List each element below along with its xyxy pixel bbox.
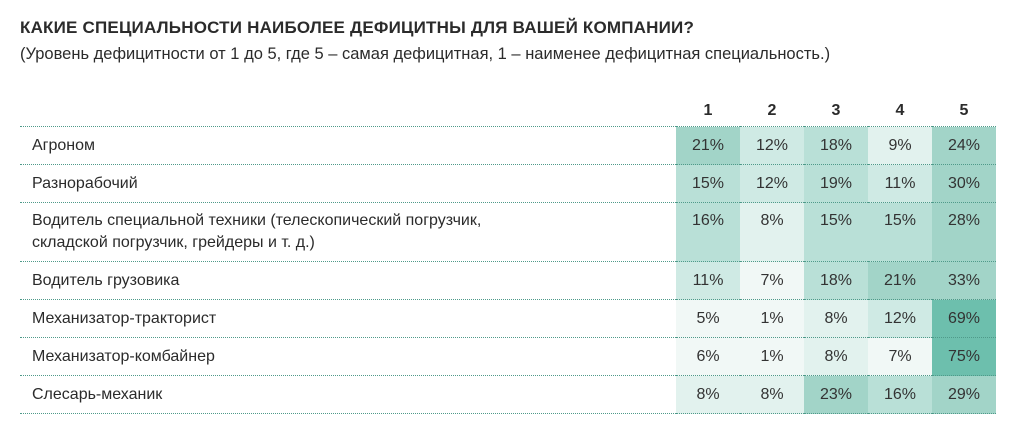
value-cell: 9% bbox=[868, 126, 932, 165]
table-row: Механизатор-комбайнер 6% 1% 8% 7% 75% bbox=[20, 337, 996, 376]
row-label: Механизатор-комбайнер bbox=[20, 337, 676, 376]
value-cell: 19% bbox=[804, 164, 868, 203]
value-cell: 21% bbox=[868, 261, 932, 300]
column-header: 4 bbox=[895, 102, 905, 119]
row-label-line: Агроном bbox=[32, 136, 96, 154]
value-cell: 16% bbox=[868, 375, 932, 414]
value-cell: 16% bbox=[676, 202, 740, 262]
value-cell: 11% bbox=[868, 164, 932, 203]
table-row: Механизатор-тракторист 5% 1% 8% 12% 69% bbox=[20, 299, 996, 338]
value-cell: 8% bbox=[676, 375, 740, 414]
table-row: Слесарь-механик 8% 8% 23% 16% 29% bbox=[20, 375, 996, 414]
value-cell: 15% bbox=[868, 202, 932, 262]
value-cell: 8% bbox=[804, 299, 868, 338]
value-cell: 12% bbox=[740, 164, 804, 203]
value-cell: 28% bbox=[932, 202, 996, 262]
table-row: Агроном 21% 12% 18% 9% 24% bbox=[20, 126, 996, 165]
row-label-line: Водитель грузовика bbox=[32, 271, 180, 289]
value-cell: 23% bbox=[804, 375, 868, 414]
value-cell: 7% bbox=[868, 337, 932, 376]
column-header: 5 bbox=[959, 102, 969, 119]
value-cell: 33% bbox=[932, 261, 996, 300]
column-header: 3 bbox=[831, 102, 841, 119]
value-cell: 15% bbox=[804, 202, 868, 262]
row-label-line: Водитель специальной техники (телескопич… bbox=[32, 212, 482, 229]
value-cell: 6% bbox=[676, 337, 740, 376]
value-cell: 5% bbox=[676, 299, 740, 338]
heat-table: 1 2 3 4 5 Агроном 21% 12% 18% 9% 24% Раз… bbox=[20, 96, 996, 414]
row-label: Механизатор-тракторист bbox=[20, 299, 676, 338]
value-cell: 7% bbox=[740, 261, 804, 300]
value-cell: 1% bbox=[740, 337, 804, 376]
value-cell: 75% bbox=[932, 337, 996, 376]
row-label: Водитель грузовика bbox=[20, 261, 676, 300]
value-cell: 1% bbox=[740, 299, 804, 338]
value-cell: 21% bbox=[676, 126, 740, 165]
value-cell: 69% bbox=[932, 299, 996, 338]
value-cell: 18% bbox=[804, 261, 868, 300]
value-cell: 30% bbox=[932, 164, 996, 203]
value-cell: 12% bbox=[740, 126, 804, 165]
table-row: Разнорабочий 15% 12% 19% 11% 30% bbox=[20, 164, 996, 203]
row-label-line: складской погрузчик, грейдеры и т. д.) bbox=[32, 234, 315, 251]
row-label-line: Механизатор-тракторист bbox=[32, 309, 217, 327]
value-cell: 8% bbox=[740, 375, 804, 414]
header-spacer bbox=[20, 96, 676, 127]
row-label: Водитель специальной техники (телескопич… bbox=[20, 202, 676, 262]
row-label: Разнорабочий bbox=[20, 164, 676, 203]
row-label-line: Механизатор-комбайнер bbox=[32, 347, 215, 365]
value-cell: 8% bbox=[804, 337, 868, 376]
value-cell: 24% bbox=[932, 126, 996, 165]
column-header: 2 bbox=[767, 102, 777, 119]
value-cell: 29% bbox=[932, 375, 996, 414]
value-cell: 15% bbox=[676, 164, 740, 203]
table-row: Водитель грузовика 11% 7% 18% 21% 33% bbox=[20, 261, 996, 300]
value-cell: 12% bbox=[868, 299, 932, 338]
page-title: КАКИЕ СПЕЦИАЛЬНОСТИ НАИБОЛЕЕ ДЕФИЦИТНЫ Д… bbox=[20, 18, 695, 37]
value-cell: 11% bbox=[676, 261, 740, 300]
value-cell: 8% bbox=[740, 202, 804, 262]
page-subtitle: (Уровень дефицитности от 1 до 5, где 5 –… bbox=[20, 45, 831, 63]
row-label: Агроном bbox=[20, 126, 676, 165]
row-label: Слесарь-механик bbox=[20, 375, 676, 414]
row-label-line: Слесарь-механик bbox=[32, 385, 163, 403]
header-row: 1 2 3 4 5 bbox=[20, 96, 996, 127]
table-row: Водитель специальной техники (телескопич… bbox=[20, 202, 996, 262]
column-header: 1 bbox=[703, 102, 713, 119]
value-cell: 18% bbox=[804, 126, 868, 165]
row-label-line: Разнорабочий bbox=[32, 174, 138, 192]
